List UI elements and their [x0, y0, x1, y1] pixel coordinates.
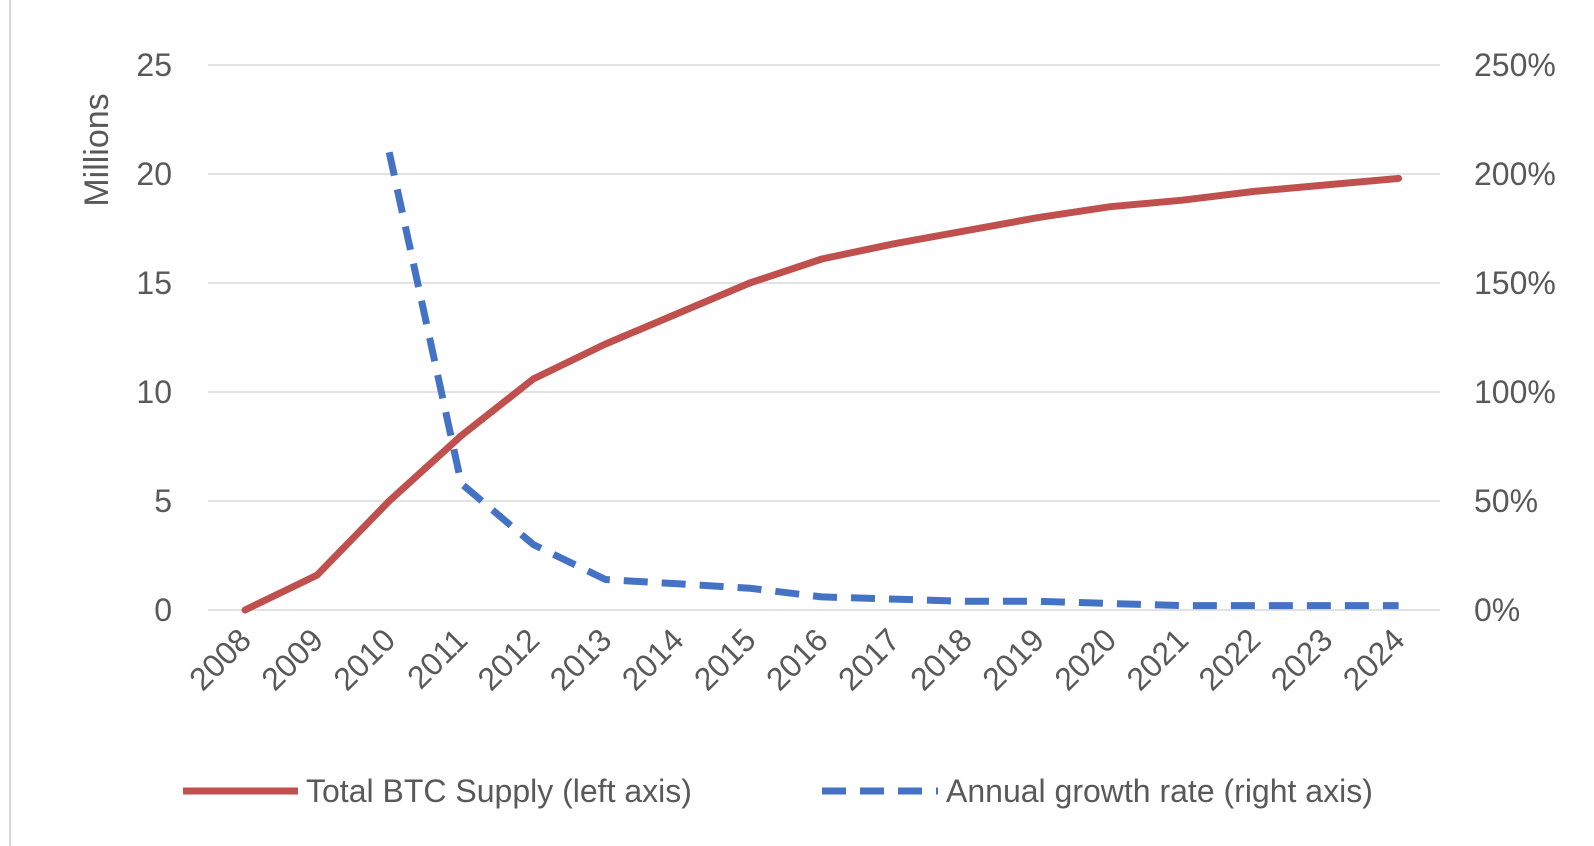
series-line-total-supply [241, 174, 1403, 614]
x-tick-label: 2021 [1119, 621, 1195, 697]
x-tick-label: 2013 [543, 621, 619, 697]
x-tick-label: 2020 [1047, 621, 1123, 697]
x-tick-label: 2009 [254, 621, 330, 697]
series-line-growth-rate [385, 151, 1399, 610]
left-tick-label: 5 [154, 483, 172, 519]
left-tick-label: 25 [136, 47, 172, 83]
gridlines [208, 64, 1440, 611]
left-tick-label: 10 [136, 374, 172, 410]
right-tick-label: 50% [1474, 483, 1538, 519]
x-tick-label: 2014 [615, 621, 691, 697]
legend: Total BTC Supply (left axis) Annual grow… [183, 773, 1373, 809]
left-tick-label: 0 [154, 592, 172, 628]
x-tick-label: 2024 [1336, 621, 1412, 697]
x-tick-label: 2010 [326, 621, 402, 697]
right-tick-label: 250% [1474, 47, 1556, 83]
left-tick-label: 20 [136, 156, 172, 192]
x-tick-label: 2011 [400, 621, 474, 695]
x-tick-label: 2022 [1192, 621, 1268, 697]
x-tick-label: 2023 [1264, 621, 1340, 697]
series-layer [241, 151, 1403, 614]
x-tick-label: 2019 [975, 621, 1051, 697]
x-tick-label: 2018 [903, 621, 979, 697]
right-tick-label: 0% [1474, 592, 1520, 628]
legend-label-supply: Total BTC Supply (left axis) [306, 773, 692, 809]
x-tick-label: 2015 [687, 621, 763, 697]
x-axis-ticks: 2008200920102011201220132014201520162017… [182, 621, 1411, 697]
right-tick-label: 100% [1474, 374, 1556, 410]
x-tick-label: 2016 [759, 621, 835, 697]
left-axis-title: Millions [78, 93, 116, 206]
left-axis-ticks: 0 5 10 15 20 25 [136, 47, 172, 628]
left-tick-label: 15 [136, 265, 172, 301]
x-tick-label: 2017 [831, 621, 907, 697]
right-tick-label: 200% [1474, 156, 1556, 192]
legend-label-growth: Annual growth rate (right axis) [946, 773, 1373, 809]
right-tick-label: 150% [1474, 265, 1556, 301]
x-tick-label: 2012 [471, 621, 547, 697]
right-axis-ticks: 0% 50% 100% 150% 200% 250% [1474, 47, 1556, 628]
x-tick-label: 2008 [182, 621, 258, 697]
